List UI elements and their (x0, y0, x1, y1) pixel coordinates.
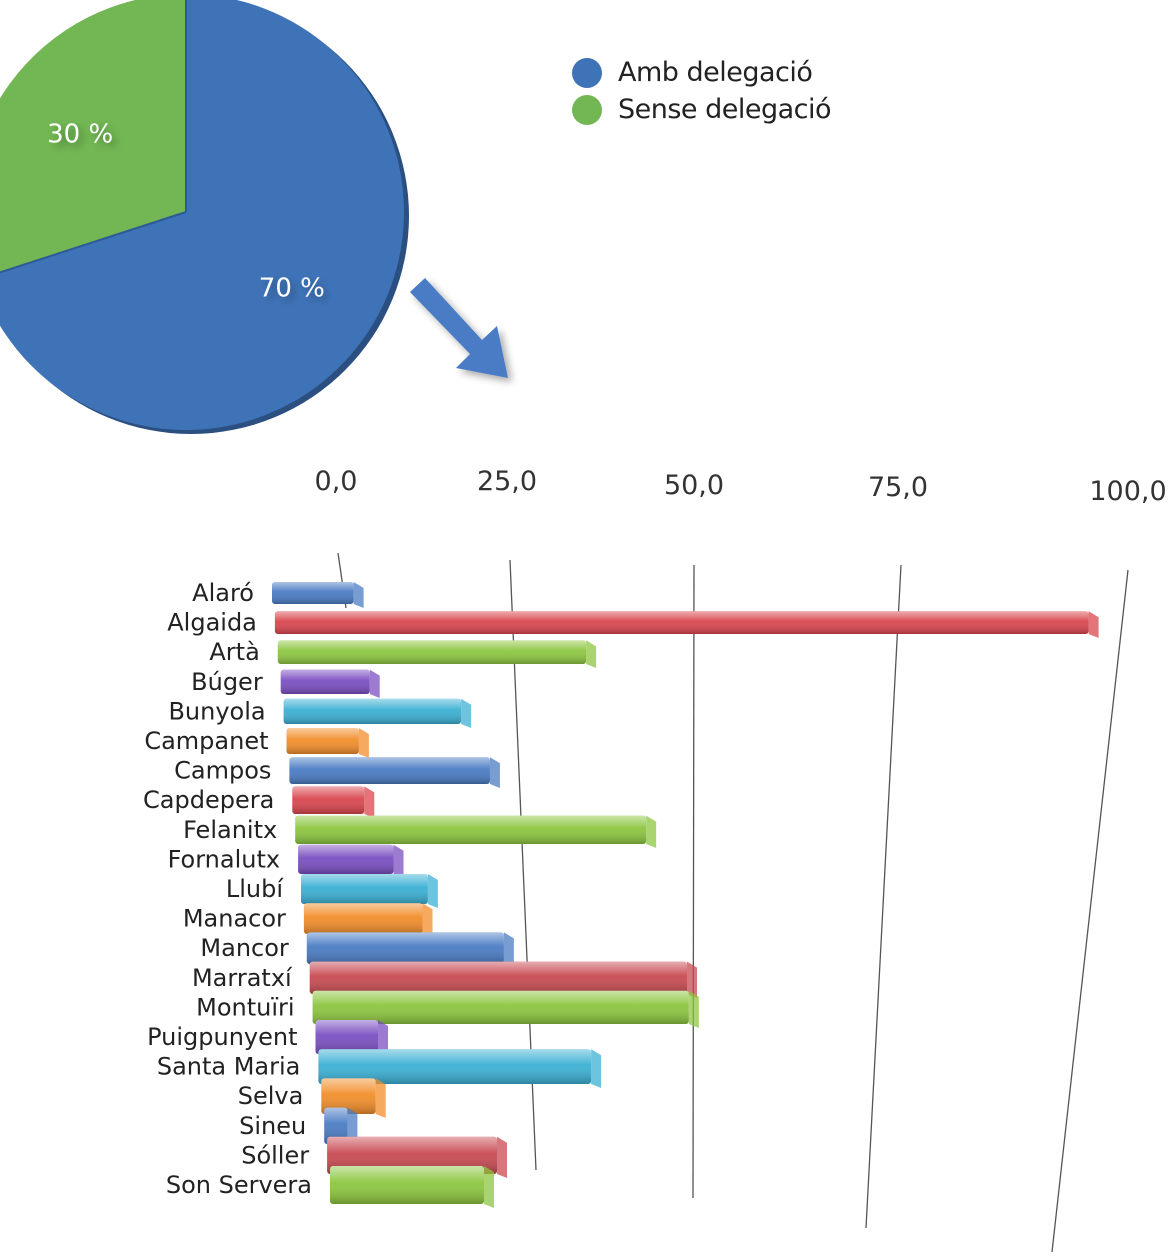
bar-end (364, 786, 375, 818)
bar-shine (301, 874, 428, 904)
bar-end (375, 1078, 386, 1118)
bar-shine (321, 1078, 376, 1114)
category-label: Felanitx (183, 816, 277, 844)
bar-shine (286, 728, 359, 754)
pie-slice (0, 0, 404, 430)
bar-end (503, 932, 514, 968)
bar-end (489, 757, 500, 788)
pie-legend: Amb delegació Sense delegació (572, 54, 832, 128)
category-label: Mancor (200, 934, 289, 962)
bar-end (461, 698, 472, 728)
bar-shine (324, 1107, 348, 1144)
bar-end (646, 815, 657, 848)
bar-shine (274, 611, 1089, 634)
legend-item-sense-delegacio: Sense delegació (572, 91, 832, 128)
pie-data-label: 70 % (259, 273, 325, 303)
bar-shine (280, 669, 370, 694)
bar-shine (303, 903, 423, 934)
bar-end (688, 990, 699, 1028)
legend-label: Sense delegació (618, 94, 832, 125)
bar-end (422, 903, 433, 938)
bar-end (1088, 611, 1099, 638)
bar-chart: 0,0 25,0 50,0 75,0 100,0 AlaróAlgaidaArtàBúge… (143, 466, 1167, 1253)
x-tick-label: 75,0 (868, 472, 928, 503)
gridline (865, 564, 902, 1229)
category-label: Alaró (192, 579, 254, 607)
arrow-down-right-icon (410, 278, 508, 378)
bar-end (586, 640, 597, 668)
x-tick-label: 100,0 (1089, 476, 1166, 507)
x-tick-label: 0,0 (315, 466, 358, 497)
bar-end (427, 874, 438, 908)
category-label: Bunyola (168, 697, 265, 725)
legend-swatch (572, 57, 602, 88)
category-label: Campos (174, 757, 271, 785)
bar-shine (315, 1020, 379, 1054)
bar-shine (309, 961, 688, 994)
bar-end (358, 728, 369, 758)
category-label: Marratxí (192, 964, 293, 992)
bar-end (687, 961, 698, 998)
category-label: Sineu (239, 1112, 306, 1140)
bar-end (484, 1166, 494, 1208)
x-tick-label: 50,0 (664, 470, 724, 501)
bar-end (591, 1049, 602, 1088)
category-label: Algaida (167, 609, 257, 637)
category-label: Santa Maria (157, 1053, 301, 1081)
legend-item-amb-delegacio: Amb delegació (572, 54, 831, 91)
gridline (1051, 569, 1129, 1253)
category-label: Manacor (183, 905, 286, 933)
category-label: Puigpunyent (147, 1023, 297, 1051)
category-label: Montuïri (196, 993, 294, 1021)
legend-swatch (572, 94, 602, 125)
pie-chart: 70 % 30 % (0, 0, 409, 434)
legend-label: Amb delegació (618, 57, 813, 88)
category-label: Búger (191, 668, 263, 696)
bar-shine (327, 1136, 498, 1174)
gridline (692, 564, 695, 1199)
bar-end (497, 1136, 508, 1178)
bar-shine (289, 757, 490, 784)
pie-divider (0, 211, 187, 274)
bar-end (393, 844, 404, 878)
bar-shine (295, 815, 647, 844)
bar-end (369, 669, 380, 698)
pie-data-label: 30 % (47, 120, 113, 150)
category-label: Sóller (241, 1141, 309, 1169)
bar-end (378, 1020, 389, 1058)
bar-shine (292, 786, 365, 814)
bar-shine (283, 698, 462, 724)
bar-shine (277, 640, 587, 664)
bar-shine (306, 932, 504, 964)
category-label: Capdepera (143, 786, 274, 814)
category-label: Llubí (226, 875, 284, 903)
bar-shine (318, 1049, 592, 1084)
bar-shine (330, 1166, 484, 1204)
x-tick-label: 25,0 (477, 466, 537, 497)
bar-shine (298, 844, 394, 874)
category-label: Selva (238, 1082, 304, 1110)
bar-shine (312, 990, 689, 1024)
category-label: Son Servera (166, 1171, 312, 1199)
pie-slice (0, 0, 186, 273)
category-label: Campanet (144, 727, 268, 755)
category-label: Artà (209, 638, 259, 666)
category-label: Fornalutx (168, 845, 281, 873)
bar-end (353, 582, 364, 608)
bar-shine (272, 582, 354, 604)
